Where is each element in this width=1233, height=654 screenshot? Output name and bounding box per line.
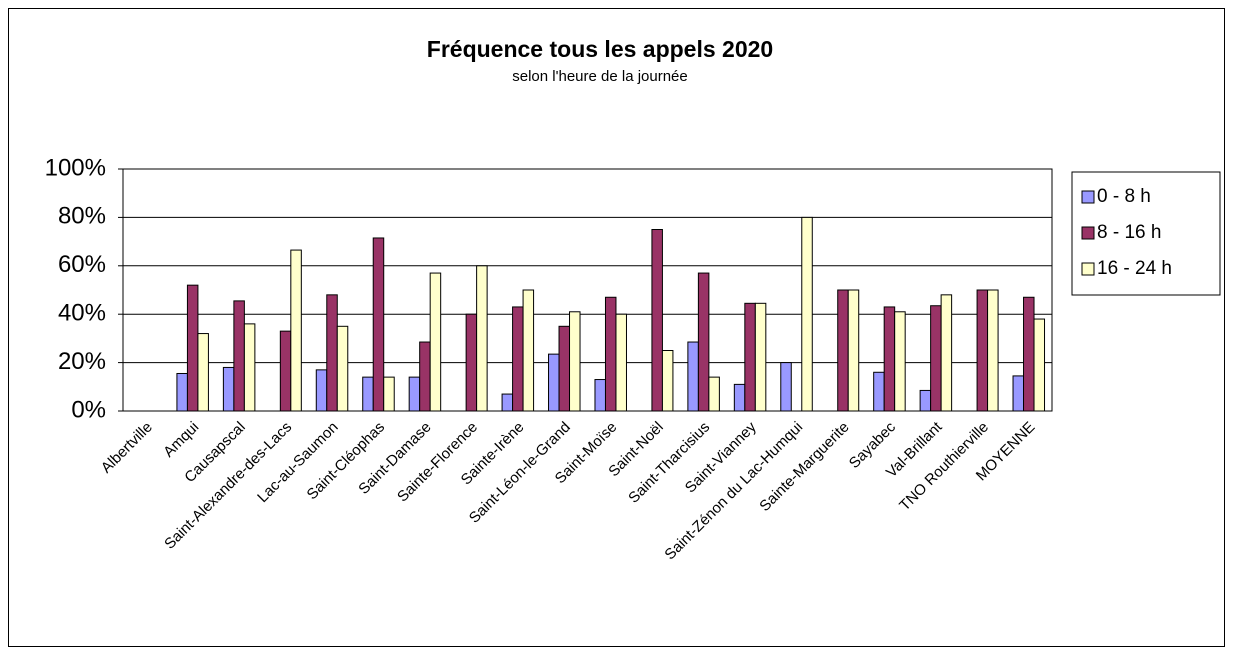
- bar: [465, 313, 478, 412]
- bar: [976, 289, 989, 412]
- bar: [336, 325, 349, 412]
- bar: [1023, 296, 1035, 412]
- bar: [733, 383, 746, 412]
- bar: [615, 313, 627, 412]
- y-tick-label: 60%: [58, 251, 106, 278]
- y-tick-label: 100%: [45, 154, 106, 181]
- chart-title: Fréquence tous les appels 2020: [427, 36, 773, 62]
- bar: [176, 372, 188, 412]
- y-tick-label: 80%: [58, 203, 106, 230]
- chart-subtitle: selon l'heure de la journée: [512, 68, 688, 85]
- bar: [594, 379, 606, 412]
- bar: [429, 272, 442, 412]
- bar: [512, 306, 524, 412]
- legend-swatch: [1081, 226, 1095, 240]
- bar: [708, 376, 720, 412]
- bar: [1012, 375, 1025, 412]
- bar: [883, 306, 896, 412]
- legend-label: 0 - 8 h: [1097, 186, 1151, 207]
- bar: [744, 302, 756, 412]
- bar: [222, 366, 235, 412]
- bar: [326, 294, 338, 412]
- bar: [987, 289, 999, 412]
- bar: [383, 376, 395, 412]
- legend-swatch: [1081, 262, 1095, 276]
- bar: [837, 289, 849, 412]
- bar: [754, 302, 767, 412]
- y-tick-label: 20%: [58, 348, 106, 375]
- bar: [894, 311, 906, 412]
- legend-label: 8 - 16 h: [1097, 222, 1161, 243]
- bar: [780, 362, 792, 412]
- y-tick-label: 40%: [58, 300, 106, 327]
- bar: [847, 289, 860, 412]
- bar: [372, 237, 385, 412]
- bar: [919, 389, 932, 412]
- bar: [661, 350, 674, 412]
- bar: [315, 369, 328, 412]
- bar: [940, 294, 953, 412]
- bar: [604, 296, 617, 412]
- bar: [279, 330, 292, 412]
- legend-box: [1071, 171, 1221, 296]
- legend-label: 16 - 24 h: [1097, 258, 1172, 279]
- bar: [197, 333, 209, 412]
- bar: [501, 393, 514, 412]
- bar: [186, 284, 199, 412]
- bar: [687, 341, 699, 412]
- bar: [548, 353, 560, 412]
- bar: [476, 265, 488, 412]
- bar: [233, 300, 245, 412]
- bar: [801, 216, 813, 412]
- legend-swatch: [1081, 190, 1095, 204]
- bar: [558, 325, 571, 412]
- bar: [408, 376, 421, 412]
- bar: [522, 289, 535, 412]
- y-tick-label: 0%: [71, 396, 106, 423]
- bar: [569, 311, 581, 412]
- bar: [243, 323, 256, 412]
- bar: [419, 341, 431, 412]
- bar: [362, 376, 374, 412]
- plot-area: [122, 168, 1053, 412]
- bar: [290, 249, 302, 412]
- bar: [651, 229, 663, 412]
- bar: [873, 371, 885, 412]
- bar: [1033, 318, 1046, 412]
- bar: [930, 305, 942, 412]
- bar: [697, 272, 710, 412]
